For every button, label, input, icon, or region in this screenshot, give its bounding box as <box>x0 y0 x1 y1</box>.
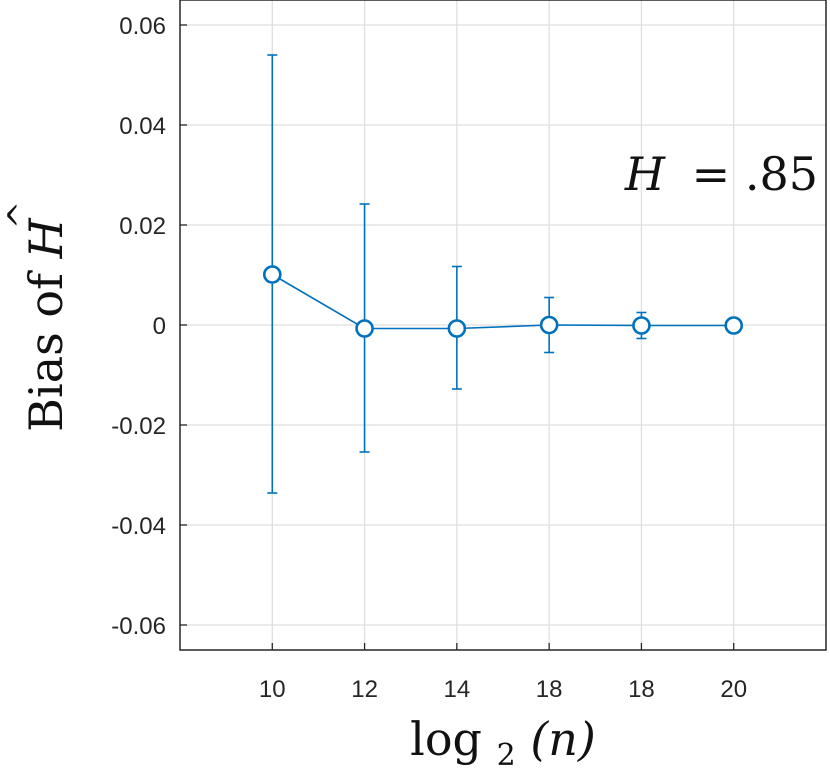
x-tick-label: 18 <box>536 676 563 703</box>
annotation-rhs: = .85 <box>692 147 818 201</box>
data-markers <box>262 265 744 338</box>
data-point <box>632 316 651 335</box>
y-label-hat: ^ <box>1 201 41 230</box>
y-tick-label: 0.02 <box>119 213 166 240</box>
x-tick-label: 12 <box>351 676 378 703</box>
y-tick-label: -0.06 <box>111 613 166 640</box>
y-tick-label: -0.02 <box>111 413 166 440</box>
x-tick-label: 14 <box>444 676 471 703</box>
y-axis-ticks: -0.06 -0.04 -0.02 0 0.02 0.04 0.06 <box>111 13 187 640</box>
annotation-lhs: H <box>624 147 666 201</box>
data-point <box>262 265 282 284</box>
data-point <box>447 319 467 338</box>
annotation: H = .85 <box>624 147 818 201</box>
x-label-argument: (n) <box>530 712 596 766</box>
y-tick-label: 0.04 <box>119 113 166 140</box>
data-point <box>355 319 374 338</box>
data-point <box>724 316 744 335</box>
y-label-prefix: Bias of <box>19 258 73 432</box>
y-tick-label: 0 <box>153 313 166 340</box>
y-label-symbol: H <box>19 217 73 259</box>
x-tick-label: 18 <box>628 676 655 703</box>
x-label-subscript: 2 <box>497 738 516 773</box>
data-point <box>539 315 559 335</box>
x-label-main: log <box>410 712 482 766</box>
x-axis-ticks: 10 12 14 18 18 20 <box>259 643 747 703</box>
y-axis-label: Bias of H ^ <box>1 201 73 432</box>
y-tick-label: 0.06 <box>119 13 166 40</box>
series-line <box>271 273 734 330</box>
x-tick-label: 20 <box>720 676 747 703</box>
y-tick-label: -0.04 <box>111 513 166 540</box>
x-axis-label: log 2 (n) <box>410 712 596 773</box>
svg-text:Bias of H: Bias of H <box>19 217 73 432</box>
x-tick-label: 10 <box>259 676 286 703</box>
series-line-path <box>271 273 734 330</box>
